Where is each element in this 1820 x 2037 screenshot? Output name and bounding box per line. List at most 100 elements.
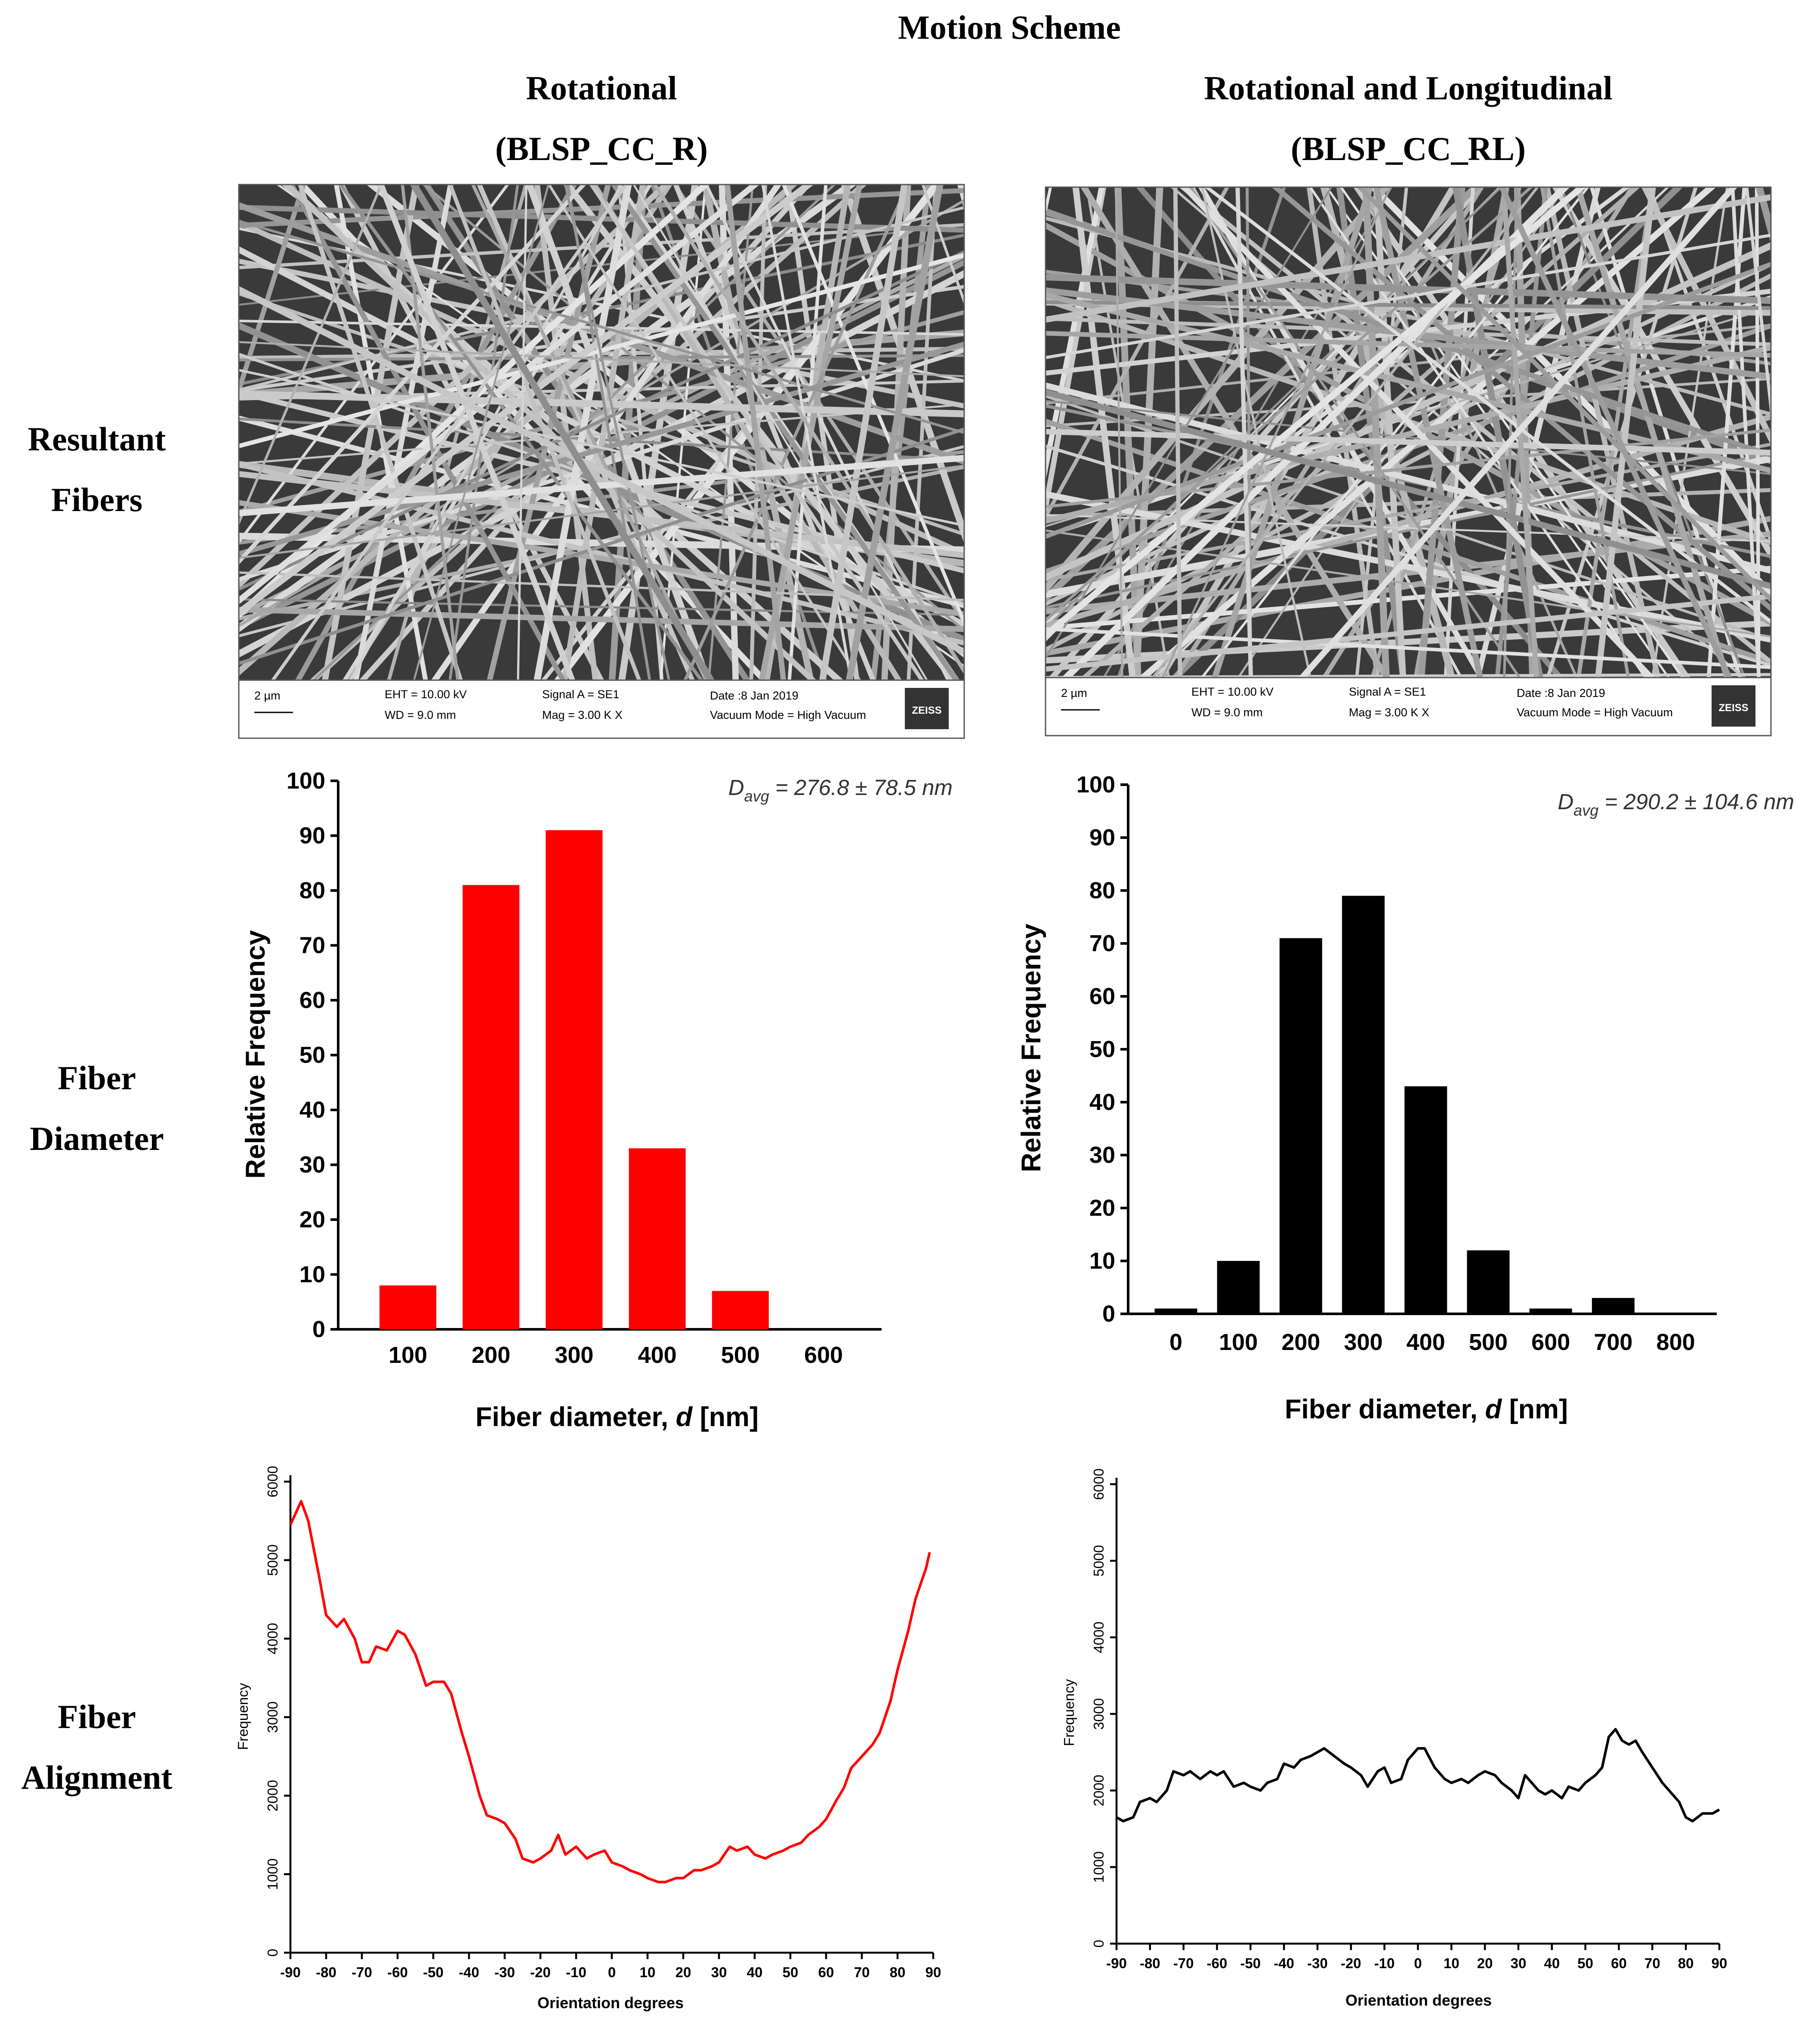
x-tick-label: 40	[747, 1964, 763, 1980]
fiber	[845, 185, 944, 681]
fiber	[1046, 428, 1771, 508]
x-tick-label: -90	[1106, 1955, 1127, 1971]
bar	[546, 830, 603, 1330]
y-tick-label: 40	[1089, 1089, 1115, 1115]
bar	[629, 1148, 686, 1330]
y-tick-label: 0	[265, 1949, 281, 1957]
x-tick-label: 70	[854, 1964, 870, 1980]
x-tick-label: 10	[1444, 1955, 1459, 1971]
x-tick-label: -70	[352, 1964, 372, 1980]
x-tick-label: 80	[890, 1964, 906, 1980]
fiber	[239, 199, 964, 628]
x-tick-label: 90	[925, 1964, 941, 1980]
fiber	[1575, 187, 1731, 678]
x-axis-label-part: [nm]	[692, 1402, 759, 1432]
data-line	[1116, 1728, 1720, 1823]
fiber	[239, 286, 964, 656]
fiber	[1200, 187, 1590, 678]
y-tick-label: 5000	[1091, 1545, 1107, 1576]
fiber	[1189, 187, 1521, 678]
bar	[463, 885, 520, 1330]
fiber	[1046, 274, 1771, 304]
fiber	[298, 185, 463, 681]
y-tick-label: 4000	[265, 1623, 281, 1654]
bar	[1592, 1298, 1635, 1314]
fiber	[724, 185, 787, 681]
y-tick-label: 80	[299, 878, 325, 903]
fiber	[1651, 187, 1728, 678]
fiber	[1499, 187, 1733, 678]
y-tick-label: 20	[299, 1207, 325, 1233]
fiber	[1271, 187, 1771, 612]
x-tick-label: 300	[1344, 1329, 1383, 1355]
fiber	[1362, 187, 1390, 678]
y-tick-label: 3000	[1091, 1698, 1107, 1729]
info-bar	[238, 679, 965, 739]
y-tick-label: 0	[1102, 1301, 1115, 1327]
fiber	[239, 465, 964, 559]
x-tick-label: 200	[1281, 1329, 1320, 1355]
fiber	[1046, 400, 1771, 475]
y-axis-label: Relative Frequency	[1016, 924, 1046, 1172]
x-tick-label: 400	[638, 1342, 677, 1368]
x-tick-label: 10	[640, 1964, 656, 1980]
x-tick-label: 30	[711, 1964, 727, 1980]
x-tick-label: 40	[1544, 1955, 1560, 1971]
sem-info: WD = 9.0 mm	[1191, 706, 1263, 719]
y-tick-label: 2000	[1091, 1775, 1107, 1806]
fiber	[683, 185, 910, 681]
y-tick-label: 10	[1089, 1248, 1115, 1274]
y-tick-label: 10	[299, 1262, 325, 1288]
x-tick-label: -20	[1341, 1955, 1361, 1971]
y-axis-label: Frequency	[1061, 1679, 1077, 1746]
fiber	[1046, 428, 1771, 456]
x-tick-label: 70	[1644, 1955, 1660, 1971]
x-axis-label-part: [nm]	[1502, 1394, 1568, 1424]
bar	[1154, 1308, 1197, 1314]
annotation-text: = 276.8 ± 78.5 nm	[769, 775, 953, 800]
x-tick-label: -90	[280, 1964, 301, 1980]
fiber	[271, 185, 628, 681]
x-tick-label: -30	[1307, 1955, 1328, 1971]
y-tick-label: 20	[1089, 1195, 1115, 1221]
annotation-symbol: D	[1558, 789, 1573, 814]
y-axis-label: Frequency	[235, 1683, 251, 1750]
fiber	[239, 455, 964, 517]
fiber	[1046, 292, 1771, 474]
y-tick-label: 100	[287, 768, 325, 794]
x-tick-label: -50	[1240, 1955, 1261, 1971]
x-tick-label: 600	[1531, 1329, 1570, 1355]
fiber	[1046, 194, 1771, 323]
sem-info: WD = 9.0 mm	[385, 709, 456, 721]
fiber	[401, 185, 460, 681]
column-code: (BLSP_CC_R)	[495, 130, 708, 167]
annotation-text: = 290.2 ± 104.6 nm	[1598, 789, 1794, 814]
fiber	[1706, 187, 1746, 678]
x-tick-label: 30	[1511, 1955, 1527, 1971]
x-tick-label: 800	[1657, 1329, 1695, 1355]
fiber	[410, 185, 715, 681]
fiber	[652, 185, 964, 675]
y-tick-label: 1000	[265, 1858, 281, 1890]
y-tick-label: 4000	[1091, 1621, 1107, 1653]
brand-badge	[905, 688, 949, 730]
fiber	[1173, 187, 1182, 678]
sem-info: Mag = 3.00 K X	[1349, 706, 1429, 719]
fiber	[239, 185, 383, 526]
fiber	[1503, 187, 1518, 678]
fiber	[239, 250, 964, 591]
fiber	[1356, 187, 1771, 603]
y-tick-label: 0	[1091, 1940, 1107, 1948]
y-tick-label: 70	[1089, 931, 1115, 956]
sem-info: 2 µm	[1061, 687, 1087, 700]
frame	[1045, 186, 1772, 737]
fiber	[239, 206, 964, 391]
y-tick-label: 2000	[265, 1780, 281, 1811]
fiber	[239, 185, 509, 545]
sem-info: Mag = 3.00 K X	[542, 709, 623, 721]
fiber	[704, 185, 950, 681]
fiber	[1115, 187, 1123, 678]
x-axis-label: Orientation degrees	[537, 1994, 684, 2012]
